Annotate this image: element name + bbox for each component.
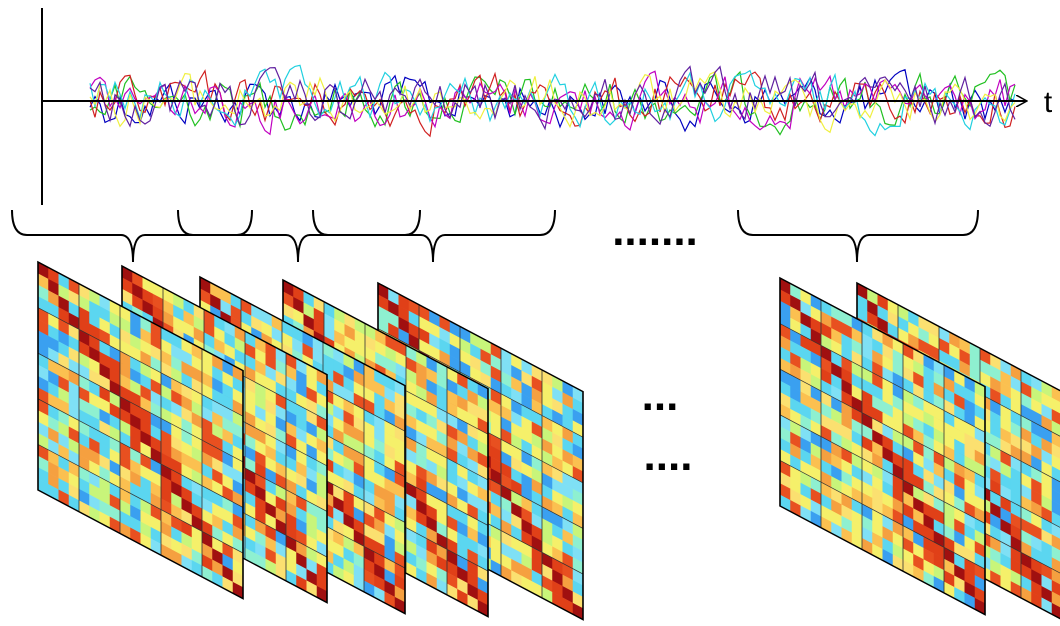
matrix-divider xyxy=(38,352,243,463)
matrix-divider xyxy=(780,414,985,524)
matrix-divider xyxy=(38,307,243,417)
braces xyxy=(11,209,979,263)
matrix-border xyxy=(37,260,244,600)
axis-label: t xyxy=(1044,86,1053,119)
brace xyxy=(11,209,253,263)
brace xyxy=(737,209,979,263)
matrix-divider xyxy=(38,398,243,508)
matrices xyxy=(37,260,1060,621)
matrix-divider xyxy=(780,368,985,479)
ellipsis: ... xyxy=(642,371,679,420)
matrix-divider xyxy=(38,443,243,554)
brace xyxy=(312,209,556,263)
matrix-divider xyxy=(780,323,985,433)
signal xyxy=(89,70,1016,136)
ellipsis: ....... xyxy=(612,206,698,255)
brace xyxy=(177,209,421,263)
matrix xyxy=(779,276,986,616)
matrix-border xyxy=(779,276,986,616)
signal xyxy=(89,70,1016,134)
matrix-divider xyxy=(378,328,583,438)
ellipsis: .... xyxy=(644,431,693,480)
matrix-divider xyxy=(780,459,985,570)
matrix xyxy=(37,260,244,600)
